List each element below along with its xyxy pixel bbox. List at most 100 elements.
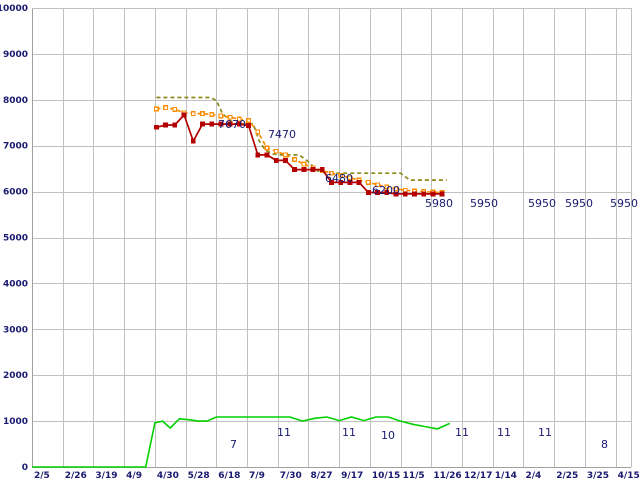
- y-tick-label: 7000: [3, 142, 28, 152]
- x-tick-label: 3/25: [587, 471, 609, 480]
- data-point-marker: [329, 170, 334, 176]
- data-point-marker: [375, 182, 380, 188]
- x-tick-label: 12/17: [464, 471, 492, 480]
- data-point-label: 5950: [470, 197, 498, 210]
- x-tick-label: 7/9: [249, 471, 265, 480]
- data-point-marker: [172, 106, 178, 112]
- data-point-marker: [154, 106, 159, 112]
- data-point-marker: [163, 122, 169, 128]
- data-point-marker: [200, 111, 205, 117]
- data-point-marker: [227, 121, 233, 127]
- data-point-labels: 7670 7470 6480 6200 5980 5950 5950 5950 5950 7 11 1…: [218, 118, 638, 451]
- data-point-marker: [190, 111, 196, 117]
- data-point-marker: [200, 121, 205, 127]
- x-tick-label: 7/30: [280, 471, 302, 480]
- grid-layer: [32, 8, 632, 468]
- series-volume-count: [32, 416, 451, 468]
- data-point-marker: [375, 190, 380, 195]
- data-point-marker: [393, 186, 399, 192]
- x-tick-label: 2/26: [65, 471, 87, 480]
- data-point-label: 5950: [610, 197, 638, 210]
- x-tick-label: 1/14: [495, 471, 517, 480]
- data-point-marker: [402, 187, 408, 193]
- data-point-label: 5950: [565, 197, 593, 210]
- x-tick-label: 2/4: [525, 471, 541, 480]
- y-tick-label: 3000: [3, 325, 28, 335]
- data-point-label: 6200: [372, 184, 400, 197]
- data-point-marker: [264, 145, 270, 151]
- x-tick-label: 4/30: [157, 471, 179, 480]
- data-point-marker: [154, 124, 159, 130]
- data-point-marker: [163, 105, 169, 111]
- data-point-marker: [347, 175, 353, 181]
- x-tick-label: 6/18: [218, 471, 240, 480]
- x-tick-label: 10/15: [372, 471, 400, 480]
- series-line-mid-estimate: [156, 106, 443, 194]
- data-point-marker: [190, 138, 196, 144]
- data-point-marker: [384, 190, 390, 195]
- data-point-marker: [227, 114, 233, 120]
- y-tick-label: 9000: [3, 50, 28, 60]
- series-upper-estimate: [156, 96, 447, 181]
- data-point-marker: [273, 148, 279, 154]
- x-tick-label: 4/15: [618, 471, 640, 480]
- data-point-marker: [236, 116, 242, 122]
- y-tick-label: 8000: [3, 96, 28, 106]
- data-point-marker: [273, 158, 279, 163]
- x-tick-label: 4/9: [126, 471, 142, 480]
- data-point-label: 11: [538, 426, 552, 439]
- data-point-label: 7670: [218, 118, 246, 131]
- data-point-marker: [338, 180, 344, 185]
- data-point-marker: [181, 112, 187, 118]
- data-point-marker: [218, 113, 224, 119]
- y-tick-label: 4000: [3, 279, 28, 289]
- data-point-marker: [421, 191, 427, 197]
- data-point-marker: [255, 129, 261, 135]
- y-tick-label: 6000: [3, 188, 28, 198]
- data-point-label: 11: [455, 426, 469, 439]
- data-point-marker: [218, 121, 224, 127]
- data-point-marker: [439, 191, 445, 197]
- data-point-marker: [393, 191, 399, 197]
- y-axis-tick-labels: 0 1000 2000 3000 4000 5000 6000 7000 8000 9000 100…: [0, 4, 28, 473]
- data-point-marker: [209, 121, 215, 127]
- series-line-volume-count: [32, 416, 451, 468]
- data-point-marker: [338, 173, 344, 178]
- x-tick-label: 2/5: [34, 471, 50, 480]
- data-point-marker: [283, 158, 288, 163]
- data-point-marker: [329, 180, 334, 185]
- x-tick-label: 11/26: [433, 471, 461, 480]
- data-point-marker: [172, 122, 178, 128]
- data-point-label: 5980: [425, 197, 453, 210]
- series-mid-estimate: [154, 105, 445, 195]
- data-point-marker: [412, 191, 417, 197]
- x-tick-label: 2/25: [556, 471, 578, 480]
- series-line-contract-price: [156, 113, 443, 195]
- data-point-marker: [264, 152, 270, 158]
- y-tick-label: 10000: [0, 4, 28, 14]
- data-point-marker: [292, 157, 297, 162]
- x-tick-label: 11/5: [403, 471, 425, 480]
- data-point-marker: [301, 161, 307, 167]
- data-point-marker: [384, 184, 390, 190]
- x-tick-label: 9/17: [341, 471, 363, 480]
- data-point-marker: [430, 191, 436, 197]
- data-point-marker: [246, 123, 252, 128]
- data-point-marker: [283, 152, 288, 158]
- data-point-marker: [246, 118, 252, 123]
- data-point-marker: [366, 190, 371, 195]
- data-point-marker: [301, 167, 307, 173]
- data-point-label: 11: [497, 426, 511, 439]
- data-point-label: 11: [342, 426, 356, 439]
- y-tick-label: 5000: [3, 234, 28, 244]
- data-point-label: 8: [601, 438, 608, 451]
- y-tick-label: 1000: [3, 417, 28, 427]
- data-point-marker: [347, 180, 353, 185]
- data-point-marker: [236, 121, 242, 127]
- data-point-label: 11: [277, 426, 291, 439]
- x-axis-tick-labels: 2/5 2/26 3/19 4/9 4/30 5/28 6/18 7/9 7/30 8/27 9/1…: [34, 471, 640, 480]
- y-tick-label: 2000: [3, 371, 28, 381]
- x-tick-label: 8/27: [310, 471, 332, 480]
